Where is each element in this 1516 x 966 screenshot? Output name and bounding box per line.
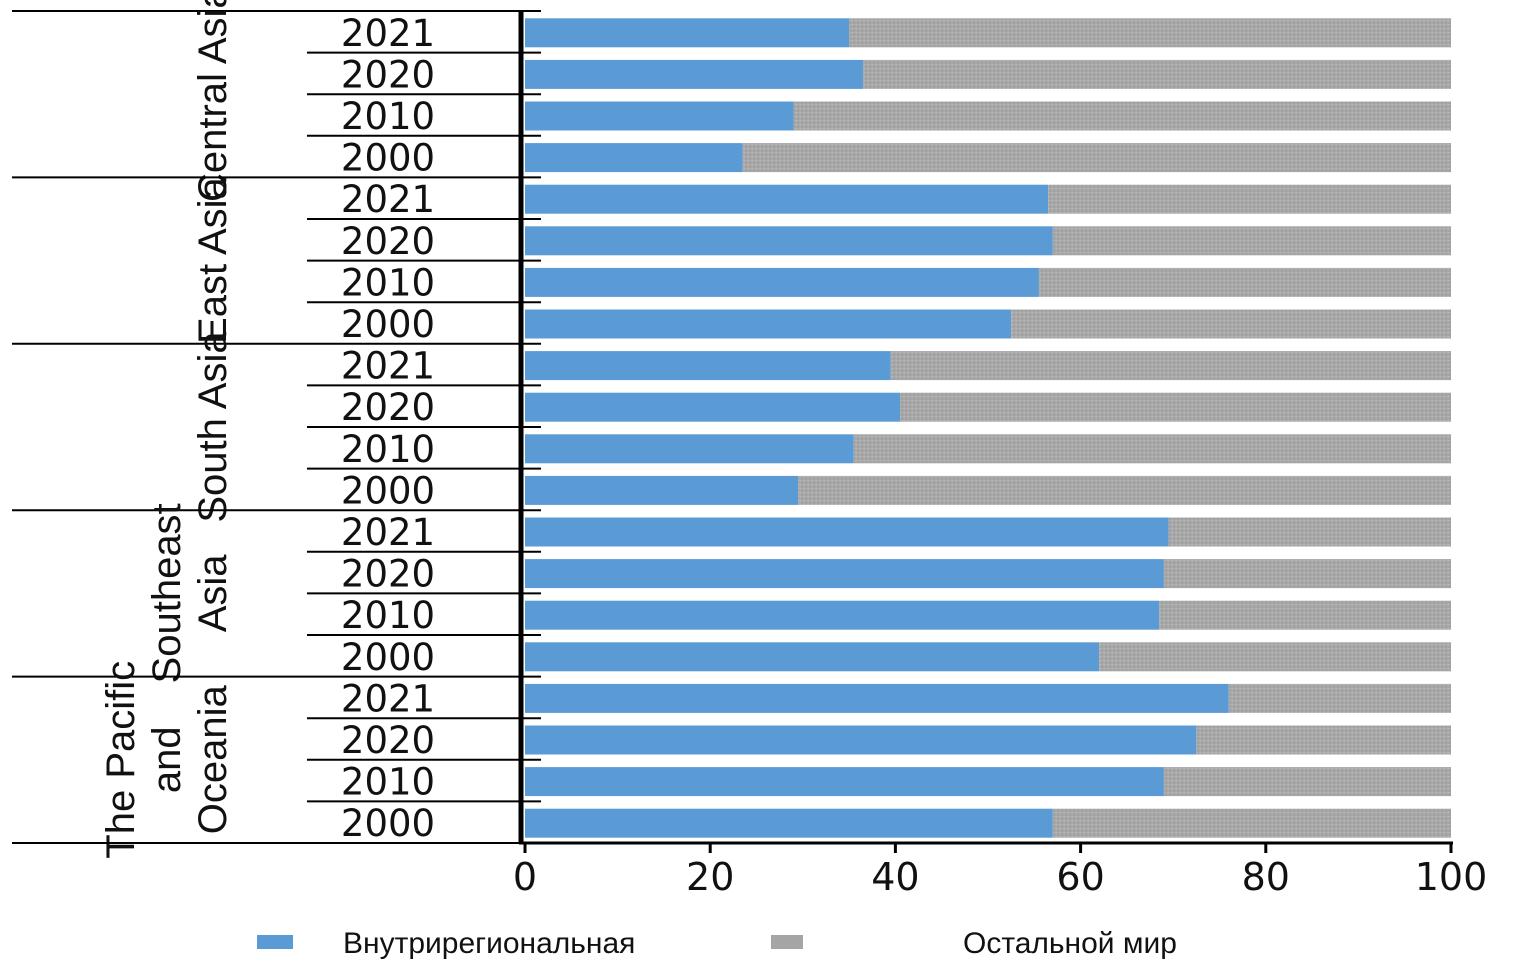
bar-intraregional-2-2000 [525, 475, 799, 505]
bar-rest-of-world-0-2010 [793, 101, 1451, 131]
legend-swatch-rest-of-world [771, 935, 803, 949]
year-label: 2021 [341, 12, 435, 55]
bar-intraregional-2-2020 [525, 392, 901, 422]
year-label: 2020 [341, 719, 435, 762]
year-label: 2010 [341, 261, 435, 304]
bar-intraregional-3-2000 [525, 642, 1100, 672]
year-label: 2020 [341, 220, 435, 263]
year-label: 2000 [341, 802, 435, 845]
legend-swatch-intraregional [257, 935, 293, 949]
bar-rest-of-world-0-2000 [742, 143, 1451, 173]
bar-rest-of-world-2-2010 [853, 434, 1451, 464]
year-label: 2020 [341, 53, 435, 96]
year-label: 2000 [341, 636, 435, 679]
group-label: South Asia [191, 331, 235, 523]
bar-intraregional-4-2020 [525, 725, 1197, 755]
bar-intraregional-4-2010 [525, 767, 1164, 797]
bar-rest-of-world-3-2010 [1159, 600, 1451, 630]
bar-intraregional-1-2000 [525, 309, 1012, 339]
year-label: 2021 [341, 677, 435, 720]
bar-rest-of-world-4-2021 [1228, 683, 1451, 713]
bar-intraregional-0-2000 [525, 143, 743, 173]
year-label: 2021 [341, 178, 435, 221]
bar-intraregional-3-2020 [525, 559, 1164, 589]
group-label: East Asia [191, 176, 235, 344]
x-tick-label: 40 [871, 855, 919, 899]
bar-rest-of-world-1-2010 [1038, 267, 1451, 297]
bar-rest-of-world-4-2000 [1052, 808, 1451, 838]
year-label: 2021 [341, 345, 435, 388]
year-label: 2020 [341, 386, 435, 429]
bar-intraregional-1-2020 [525, 226, 1053, 256]
bar-rest-of-world-1-2020 [1052, 226, 1451, 256]
bar-rest-of-world-2-2020 [900, 392, 1451, 422]
bar-intraregional-3-2021 [525, 517, 1169, 547]
bar-rest-of-world-3-2021 [1168, 517, 1451, 547]
bar-intraregional-2-2021 [525, 351, 891, 381]
year-label: 2000 [341, 303, 435, 346]
bar-rest-of-world-4-2010 [1163, 767, 1451, 797]
legend: Внутрирегиональная Остальной мир [257, 927, 1177, 960]
bar-rest-of-world-1-2000 [1011, 309, 1451, 339]
bar-rest-of-world-2-2000 [798, 475, 1451, 505]
group-label: Central Asia [191, 0, 235, 202]
year-label: 2010 [341, 761, 435, 804]
year-label: 2000 [341, 137, 435, 180]
bar-intraregional-4-2000 [525, 808, 1053, 838]
x-tick-label: 60 [1056, 855, 1104, 899]
bar-rest-of-world-0-2020 [862, 59, 1451, 89]
bar-intraregional-0-2010 [525, 101, 794, 131]
bar-rest-of-world-3-2020 [1163, 559, 1451, 589]
year-label: 2010 [341, 95, 435, 138]
bars-layer [525, 18, 1451, 838]
bar-intraregional-0-2020 [525, 59, 863, 89]
bar-intraregional-4-2021 [525, 683, 1229, 713]
group-label: SoutheastAsia [145, 503, 235, 683]
bar-intraregional-1-2021 [525, 184, 1049, 214]
bar-rest-of-world-4-2020 [1196, 725, 1451, 755]
year-label: 2020 [341, 553, 435, 596]
x-axis: 0 20 40 60 80 100 [513, 11, 1487, 899]
bar-intraregional-1-2010 [525, 267, 1039, 297]
bar-rest-of-world-3-2000 [1099, 642, 1451, 672]
year-label: 2000 [341, 469, 435, 512]
group-label: The PacificandOceania [99, 661, 235, 859]
x-tick-label: 20 [686, 855, 734, 899]
bar-rest-of-world-2-2021 [890, 351, 1451, 381]
bar-rest-of-world-0-2021 [849, 18, 1451, 48]
bar-intraregional-0-2021 [525, 18, 850, 48]
bar-rest-of-world-1-2021 [1048, 184, 1451, 214]
x-tick-label: 0 [513, 855, 537, 899]
x-tick-label: 100 [1415, 855, 1488, 899]
legend-label-intraregional: Внутрирегиональная [343, 927, 635, 960]
year-label: 2010 [341, 428, 435, 471]
bar-intraregional-3-2010 [525, 600, 1160, 630]
year-label: 2021 [341, 511, 435, 554]
bar-intraregional-2-2010 [525, 434, 854, 464]
legend-label-rest-of-world: Остальной мир [963, 927, 1177, 960]
year-label: 2010 [341, 594, 435, 637]
x-tick-label: 80 [1242, 855, 1290, 899]
